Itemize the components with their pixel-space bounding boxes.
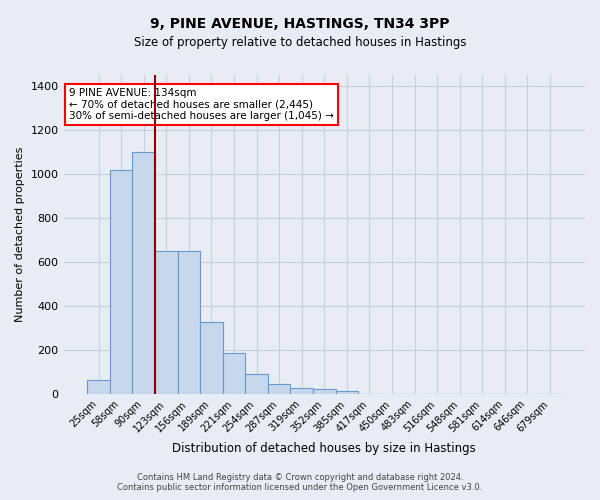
X-axis label: Distribution of detached houses by size in Hastings: Distribution of detached houses by size … [172,442,476,455]
Bar [223,352,245,394]
Bar [335,391,358,394]
Text: 9, PINE AVENUE, HASTINGS, TN34 3PP: 9, PINE AVENUE, HASTINGS, TN34 3PP [150,18,450,32]
Text: Contains HM Land Registry data © Crown copyright and database right 2024.
Contai: Contains HM Land Registry data © Crown c… [118,473,482,492]
Bar [245,374,268,394]
Text: 9 PINE AVENUE: 134sqm
← 70% of detached houses are smaller (2,445)
30% of semi-d: 9 PINE AVENUE: 134sqm ← 70% of detached … [69,88,334,121]
Bar [178,251,200,394]
Bar [200,322,223,394]
Bar [133,152,155,394]
Bar [110,170,133,394]
Text: Size of property relative to detached houses in Hastings: Size of property relative to detached ho… [134,36,466,49]
Bar [268,384,290,394]
Bar [155,250,178,394]
Bar [87,380,110,394]
Y-axis label: Number of detached properties: Number of detached properties [15,147,25,322]
Bar [313,389,335,394]
Bar [290,388,313,394]
